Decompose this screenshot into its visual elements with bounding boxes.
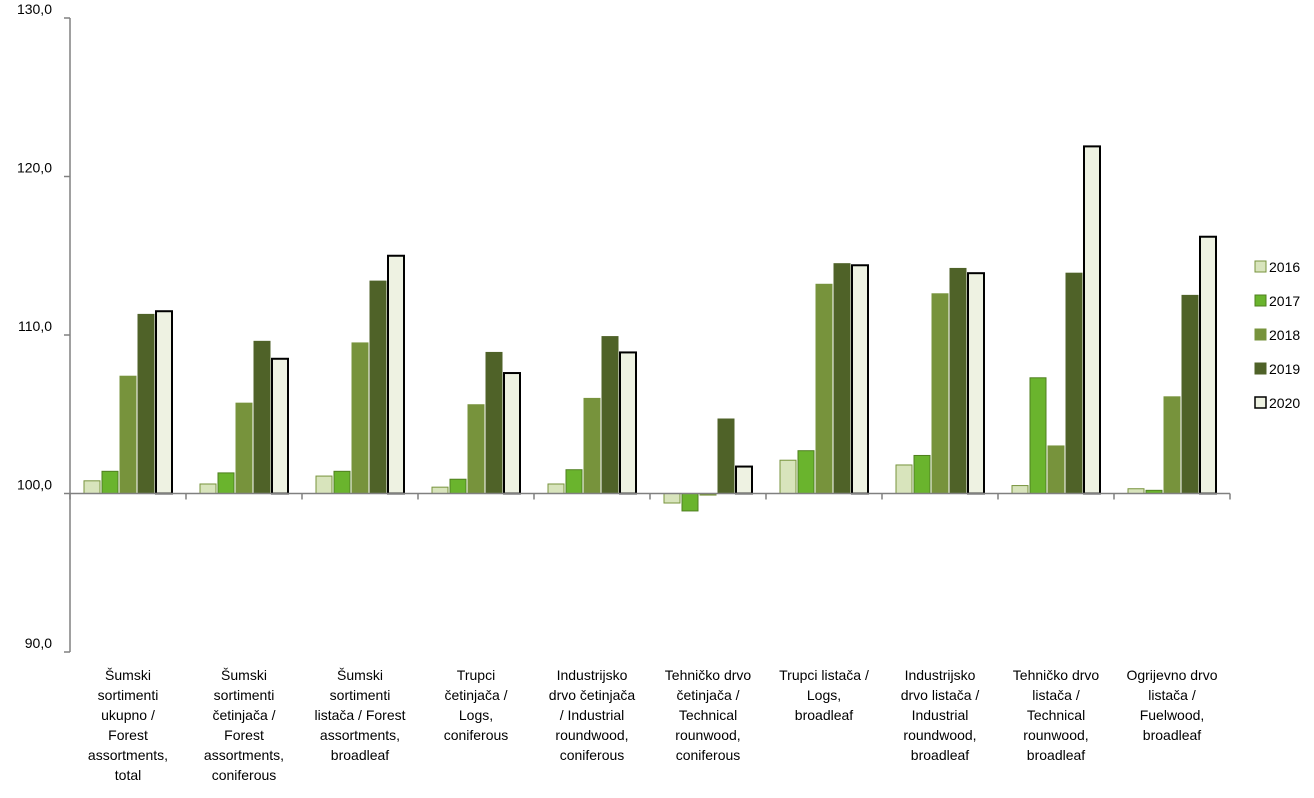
- y-tick-label: 120,0: [17, 160, 52, 176]
- bar-2019-7: [949, 267, 967, 494]
- y-axis: 130,0 120,0 110,0 100,0 90,0: [17, 1, 71, 653]
- bar-2020-7: [967, 272, 985, 495]
- bar-2016-6: [779, 459, 797, 494]
- bar-2019-2: [369, 280, 387, 494]
- bar-2020-5: [735, 465, 753, 495]
- bar-2017-0: [101, 470, 119, 494]
- bar-2017-6: [797, 450, 815, 494]
- bar-2018-7: [931, 293, 949, 495]
- legend-label-2017: 2017: [1269, 293, 1300, 309]
- category-label: Šumski sortimenti četinjača / Forest assortm…: [204, 667, 284, 783]
- legend-swatch-2016: [1254, 260, 1267, 273]
- x-axis: [69, 492, 1231, 500]
- bar-2017-7: [913, 454, 931, 494]
- bar-2018-3: [467, 404, 485, 494]
- category-label: Šumski sortimenti ukupno / Forest assortment…: [88, 667, 168, 783]
- category-label: Šumski sortimenti listača / Forest assortme…: [314, 667, 405, 763]
- bar-2017-4: [565, 469, 583, 495]
- legend-swatch-2020: [1254, 396, 1267, 409]
- bar-2018-2: [351, 342, 369, 494]
- bar-2018-1: [235, 402, 253, 494]
- category-label: Industrijsko drvo listača / Industrial roun…: [901, 667, 980, 763]
- bar-2019-5: [717, 418, 735, 495]
- bar-2017-5: [681, 493, 699, 512]
- bar-2020-9: [1199, 235, 1217, 495]
- bar-2016-1: [199, 483, 217, 494]
- category-label: Tehničko drvo četinjača / Technical rounwoo…: [665, 667, 752, 763]
- bar-2019-9: [1181, 294, 1199, 494]
- bar-2017-3: [449, 478, 467, 494]
- bar-2018-9: [1163, 396, 1181, 494]
- legend-label-2019: 2019: [1269, 361, 1300, 377]
- bar-2020-4: [619, 351, 637, 495]
- bar-2019-6: [833, 263, 851, 494]
- y-tick-label: 130,0: [17, 1, 52, 17]
- category-label: Industrijsko drvo četinjača / Industrial ro…: [549, 667, 636, 763]
- bar-2016-3: [431, 486, 449, 495]
- legend-swatch-2019: [1254, 362, 1267, 375]
- y-tick-label: 90,0: [25, 635, 52, 651]
- bar-2020-8: [1083, 145, 1101, 495]
- bar-2016-4: [547, 483, 565, 494]
- bar-2018-8: [1047, 445, 1065, 495]
- bar-2020-6: [851, 264, 869, 495]
- bar-2016-2: [315, 475, 333, 495]
- legend-swatch-2017: [1254, 294, 1267, 307]
- legend-label-2018: 2018: [1269, 327, 1300, 343]
- bar-2018-0: [119, 375, 137, 494]
- bar-2020-3: [503, 372, 521, 495]
- bar-2017-8: [1029, 377, 1047, 495]
- y-tick-label: 100,0: [17, 477, 52, 493]
- legend-swatch-2018: [1254, 328, 1267, 341]
- bar-2019-0: [137, 313, 155, 494]
- legend-label-2020: 2020: [1269, 395, 1300, 411]
- category-label: Tehničko drvo listača / Technical rounwood,…: [1013, 667, 1100, 763]
- category-label: Trupci listača / Logs, broadleaf: [779, 667, 869, 723]
- legend-label-2016: 2016: [1269, 259, 1300, 275]
- category-labels: Šumski sortimenti ukupno / Forest assortment…: [88, 667, 1218, 783]
- bar-2016-5: [663, 493, 681, 504]
- legend: 2016 2017 2018 2019 2020: [1254, 259, 1300, 411]
- bar-2018-4: [583, 397, 601, 494]
- bar-2020-1: [271, 357, 289, 495]
- category-label: Trupci četinjača / Logs, coniferous: [444, 667, 509, 743]
- y-tick-label: 110,0: [18, 318, 52, 334]
- bar-2016-7: [895, 464, 913, 495]
- bars: [83, 145, 1217, 512]
- category-label: Ogrijevno drvo listača / Fuelwood, broadlea…: [1126, 667, 1217, 743]
- bar-2020-0: [155, 310, 173, 495]
- bar-2019-1: [253, 340, 271, 494]
- bar-2017-1: [217, 472, 235, 494]
- bar-2016-8: [1011, 485, 1029, 495]
- bar-2019-4: [601, 336, 619, 494]
- bar-2019-8: [1065, 272, 1083, 494]
- bar-2018-6: [815, 283, 833, 494]
- bar-2020-2: [387, 254, 405, 495]
- bar-2017-2: [333, 470, 351, 494]
- bar-2016-0: [83, 480, 101, 495]
- bar-2019-3: [485, 351, 503, 494]
